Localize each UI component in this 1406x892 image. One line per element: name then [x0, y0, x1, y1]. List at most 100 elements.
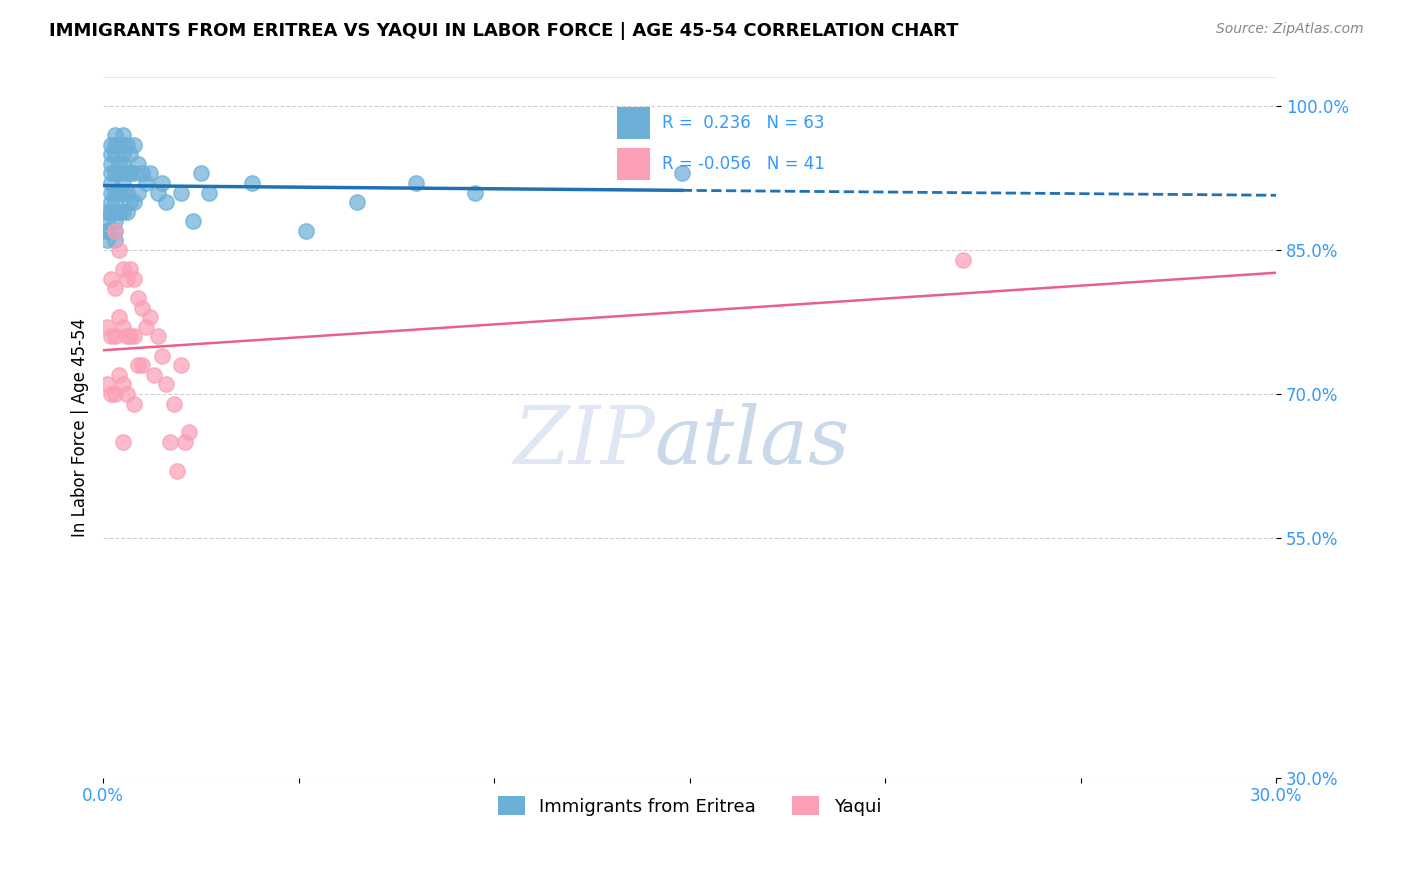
- Point: [139, 310, 162, 325]
- Point: [124, 166, 146, 180]
- Point: [131, 358, 153, 372]
- Text: atlas: atlas: [654, 403, 849, 480]
- Point: [111, 157, 134, 171]
- Point: [952, 252, 974, 267]
- Point: [107, 186, 129, 200]
- Point: [107, 368, 129, 382]
- Point: [139, 166, 162, 180]
- Point: [179, 425, 201, 440]
- Point: [107, 243, 129, 257]
- Point: [166, 464, 188, 478]
- Point: [131, 301, 153, 315]
- Point: [120, 329, 142, 343]
- Point: [131, 166, 153, 180]
- Point: [100, 195, 122, 210]
- Point: [120, 195, 142, 210]
- Point: [100, 176, 122, 190]
- Point: [671, 166, 693, 180]
- Point: [111, 176, 134, 190]
- Point: [120, 147, 142, 161]
- Point: [146, 329, 169, 343]
- Point: [295, 224, 318, 238]
- Point: [124, 195, 146, 210]
- Point: [104, 166, 127, 180]
- Point: [107, 157, 129, 171]
- Point: [107, 310, 129, 325]
- Point: [146, 186, 169, 200]
- Point: [127, 186, 149, 200]
- Point: [104, 186, 127, 200]
- Point: [111, 128, 134, 142]
- Point: [115, 166, 138, 180]
- Point: [104, 234, 127, 248]
- Point: [111, 204, 134, 219]
- Point: [464, 186, 486, 200]
- Point: [197, 186, 219, 200]
- Point: [115, 204, 138, 219]
- Point: [104, 387, 127, 401]
- Point: [115, 186, 138, 200]
- Point: [107, 204, 129, 219]
- Point: [115, 272, 138, 286]
- Point: [127, 358, 149, 372]
- Point: [159, 434, 181, 449]
- Point: [120, 262, 142, 277]
- Point: [150, 176, 173, 190]
- Point: [115, 387, 138, 401]
- Y-axis label: In Labor Force | Age 45-54: In Labor Force | Age 45-54: [72, 318, 89, 537]
- Point: [115, 137, 138, 152]
- Point: [111, 262, 134, 277]
- Point: [107, 137, 129, 152]
- Point: [96, 214, 118, 228]
- Point: [104, 214, 127, 228]
- Point: [104, 204, 127, 219]
- Point: [155, 195, 177, 210]
- Point: [111, 186, 134, 200]
- Point: [96, 234, 118, 248]
- Point: [111, 377, 134, 392]
- Point: [104, 281, 127, 295]
- Point: [100, 186, 122, 200]
- Point: [96, 224, 118, 238]
- Point: [96, 204, 118, 219]
- Point: [124, 272, 146, 286]
- Point: [405, 176, 427, 190]
- Text: Source: ZipAtlas.com: Source: ZipAtlas.com: [1216, 22, 1364, 37]
- Point: [135, 176, 157, 190]
- Point: [104, 128, 127, 142]
- Point: [100, 272, 122, 286]
- Point: [111, 137, 134, 152]
- Point: [100, 157, 122, 171]
- Point: [96, 377, 118, 392]
- Point: [100, 387, 122, 401]
- Point: [143, 368, 166, 382]
- Point: [170, 358, 193, 372]
- Point: [100, 137, 122, 152]
- Legend: Immigrants from Eritrea, Yaqui: Immigrants from Eritrea, Yaqui: [489, 787, 890, 824]
- Point: [104, 137, 127, 152]
- Point: [181, 214, 204, 228]
- Point: [111, 319, 134, 334]
- Point: [170, 186, 193, 200]
- Point: [150, 349, 173, 363]
- Point: [107, 166, 129, 180]
- Point: [104, 329, 127, 343]
- Point: [104, 224, 127, 238]
- Text: ZIP: ZIP: [513, 403, 654, 480]
- Point: [127, 157, 149, 171]
- Point: [96, 224, 118, 238]
- Point: [240, 176, 263, 190]
- Point: [100, 204, 122, 219]
- Point: [124, 396, 146, 410]
- Point: [104, 147, 127, 161]
- Point: [120, 166, 142, 180]
- Point: [104, 224, 127, 238]
- Point: [96, 319, 118, 334]
- Point: [124, 137, 146, 152]
- Point: [127, 291, 149, 305]
- Point: [111, 147, 134, 161]
- Point: [155, 377, 177, 392]
- Point: [346, 195, 368, 210]
- Point: [100, 166, 122, 180]
- Point: [162, 396, 184, 410]
